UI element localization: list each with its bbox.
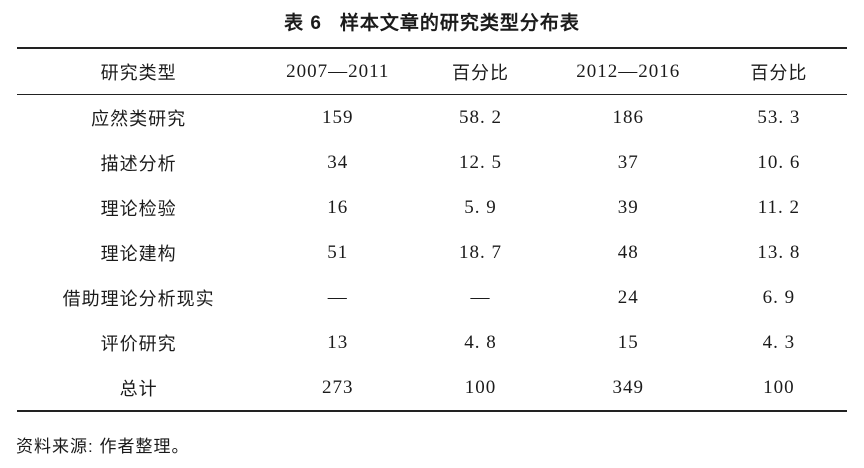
research-type-distribution-table: 研究类型 2007—2011 百分比 2012—2016 百分比 应然类研究 159 58.… — [17, 47, 847, 412]
row-label: 总计 — [119, 378, 158, 399]
table-row: 描述分析 34 12. 5 37 10. 6 — [17, 140, 847, 185]
column-header: 百分比 — [452, 62, 510, 83]
row-label: 评价研究 — [100, 333, 177, 354]
column-header: 2007—2011 — [286, 60, 390, 82]
table-caption-title: 样本文章的研究类型分布表 — [339, 13, 580, 34]
cell-value: 39 — [617, 196, 639, 218]
cell-value: 48 — [617, 241, 639, 263]
cell-value: 273 — [322, 376, 354, 398]
row-label: 描述分析 — [100, 153, 177, 174]
row-label: 应然类研究 — [91, 108, 187, 129]
table-caption: 表 6 样本文章的研究类型分布表 — [0, 8, 864, 35]
cell-value: 11. 2 — [757, 196, 801, 218]
cell-value: 4. 8 — [464, 331, 497, 353]
cell-value: 13. 8 — [757, 241, 801, 263]
source-note: 资料来源: 作者整理。 — [16, 437, 190, 456]
table-body: 应然类研究 159 58. 2 186 53. 3 描述分析 34 12. 5 37 10. 6 理… — [17, 95, 847, 412]
cell-value: — — [327, 286, 348, 308]
cell-value: 10. 6 — [757, 151, 801, 173]
table-row: 应然类研究 159 58. 2 186 53. 3 — [17, 95, 847, 141]
table-header-row: 研究类型 2007—2011 百分比 2012—2016 百分比 — [17, 48, 847, 95]
table-row: 理论建构 51 18. 7 48 13. 8 — [17, 230, 847, 275]
table-row: 理论检验 16 5. 9 39 11. 2 — [17, 185, 847, 230]
column-header: 百分比 — [750, 62, 808, 83]
cell-value: 186 — [612, 106, 645, 128]
cell-value: 13 — [327, 331, 349, 353]
table-row: 评价研究 13 4. 8 15 4. 3 — [17, 320, 847, 365]
cell-value: 53. 3 — [757, 106, 801, 128]
cell-value: 24 — [617, 286, 639, 308]
cell-value: 34 — [327, 151, 349, 173]
column-header: 2012—2016 — [576, 60, 681, 82]
cell-value: 4. 3 — [762, 331, 796, 353]
column-header: 研究类型 — [100, 62, 177, 83]
cell-value: — — [470, 286, 491, 308]
cell-value: 58. 2 — [459, 106, 503, 128]
cell-value: 349 — [612, 376, 645, 398]
cell-value: 16 — [327, 196, 349, 218]
cell-value: 37 — [617, 151, 639, 173]
cell-value: 51 — [327, 241, 349, 263]
cell-value: 100 — [763, 376, 795, 398]
cell-value: 15 — [617, 331, 639, 353]
cell-value: 5. 9 — [464, 196, 497, 218]
table-row: 借助理论分析现实 — — 24 6. 9 — [17, 275, 847, 320]
cell-value: 12. 5 — [459, 151, 503, 173]
table-row: 总计 273 100 349 100 — [17, 365, 847, 411]
cell-value: 100 — [464, 376, 497, 398]
row-label: 借助理论分析现实 — [62, 288, 215, 309]
cell-value: 6. 9 — [762, 286, 796, 308]
cell-value: 18. 7 — [459, 241, 503, 263]
row-label: 理论建构 — [100, 243, 177, 264]
cell-value: 159 — [322, 106, 354, 128]
row-label: 理论检验 — [100, 198, 177, 219]
table-caption-number: 表 6 — [284, 13, 322, 34]
